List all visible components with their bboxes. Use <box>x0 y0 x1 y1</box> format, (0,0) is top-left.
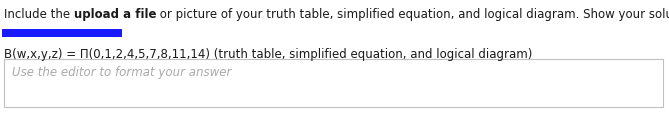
Text: Use the editor to format your answer: Use the editor to format your answer <box>12 65 231 78</box>
Text: Include the: Include the <box>4 8 74 21</box>
Bar <box>2 30 122 38</box>
FancyBboxPatch shape <box>4 59 663 107</box>
Text: or picture of your truth table, simplified equation, and logical diagram. Show y: or picture of your truth table, simplifi… <box>157 8 669 21</box>
Text: B(w,x,y,z) = Π(0,1,2,4,5,7,8,11,14) (truth table, simplified equation, and logic: B(w,x,y,z) = Π(0,1,2,4,5,7,8,11,14) (tru… <box>4 48 533 60</box>
Text: upload a file: upload a file <box>74 8 157 21</box>
